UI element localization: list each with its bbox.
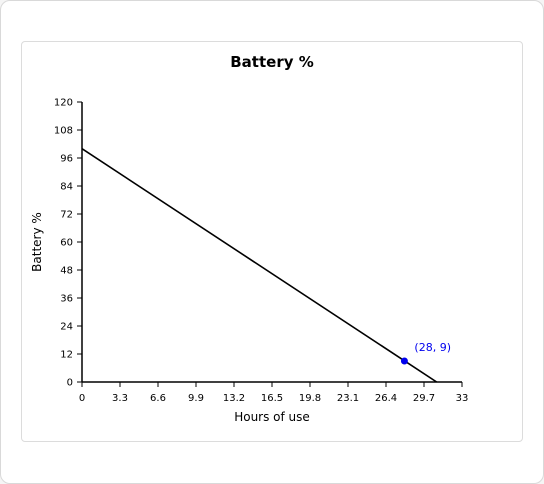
chart-title: Battery % bbox=[230, 53, 314, 71]
y-axis-label: Battery % bbox=[30, 212, 44, 272]
y-tick-label: 120 bbox=[54, 98, 73, 109]
x-tick-label: 16.5 bbox=[261, 393, 283, 404]
y-tick-label: 12 bbox=[60, 350, 73, 361]
x-tick-label: 19.8 bbox=[299, 393, 321, 404]
x-tick-label: 6.6 bbox=[150, 393, 166, 404]
x-tick-label: 13.2 bbox=[223, 393, 245, 404]
highlight-group: (28, 9) bbox=[401, 341, 451, 365]
y-tick-label: 96 bbox=[60, 154, 73, 165]
x-tick-label: 33 bbox=[456, 393, 469, 404]
series-line bbox=[82, 149, 437, 382]
y-tick-label: 72 bbox=[60, 210, 73, 221]
x-tick-label: 29.7 bbox=[413, 393, 435, 404]
y-tick-label: 24 bbox=[60, 322, 73, 333]
y-tick-label: 84 bbox=[60, 182, 73, 193]
x-tick-label: 3.3 bbox=[112, 393, 128, 404]
y-tick-label: 108 bbox=[54, 126, 73, 137]
y-tick-label: 36 bbox=[60, 294, 73, 305]
highlight-point-label: (28, 9) bbox=[414, 341, 451, 354]
y-axis-ticks: 0 12 24 36 48 60 72 84 96 108 120 bbox=[54, 98, 82, 389]
x-tick-label: 23.1 bbox=[337, 393, 359, 404]
x-tick-label: 0 bbox=[79, 393, 85, 404]
x-axis-ticks: 0 3.3 6.6 9.9 13.2 16.5 19.8 23.1 26.4 29.7 33 bbox=[79, 382, 469, 404]
y-tick-label: 0 bbox=[67, 378, 73, 389]
x-tick-label: 9.9 bbox=[188, 393, 204, 404]
y-tick-label: 60 bbox=[60, 238, 73, 249]
series-group bbox=[82, 149, 437, 382]
x-tick-label: 26.4 bbox=[375, 393, 397, 404]
highlight-point bbox=[401, 358, 408, 365]
y-tick-label: 48 bbox=[60, 266, 73, 277]
x-axis-label: Hours of use bbox=[234, 410, 310, 424]
